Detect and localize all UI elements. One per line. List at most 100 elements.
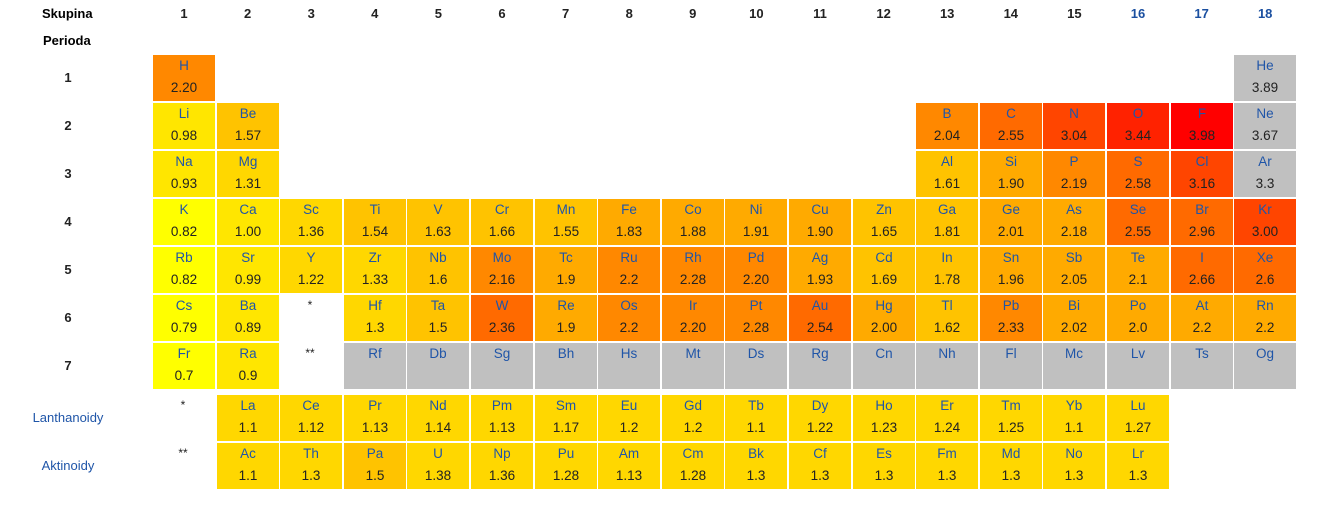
element-cell-tm[interactable]: Tm 1.25 <box>980 395 1042 441</box>
element-cell-og[interactable]: Og <box>1234 343 1296 389</box>
element-cell-th[interactable]: Th 1.3 <box>280 443 342 489</box>
element-cell-bh[interactable]: Bh <box>535 343 597 389</box>
element-cell-br[interactable]: Br 2.96 <box>1171 199 1233 245</box>
element-cell-k[interactable]: K 0.82 <box>153 199 215 245</box>
element-cell-w[interactable]: W 2.36 <box>471 295 533 341</box>
element-cell-ne[interactable]: Ne 3.67 <box>1234 103 1296 149</box>
element-cell-zr[interactable]: Zr 1.33 <box>344 247 406 293</box>
element-cell-ga[interactable]: Ga 1.81 <box>916 199 978 245</box>
element-cell-hg[interactable]: Hg 2.00 <box>853 295 915 341</box>
element-cell-n[interactable]: N 3.04 <box>1043 103 1105 149</box>
element-cell-tc[interactable]: Tc 1.9 <box>535 247 597 293</box>
element-cell-mn[interactable]: Mn 1.55 <box>535 199 597 245</box>
element-cell-lv[interactable]: Lv <box>1107 343 1169 389</box>
element-cell-rf[interactable]: Rf <box>344 343 406 389</box>
element-cell-y[interactable]: Y 1.22 <box>280 247 342 293</box>
element-cell-li[interactable]: Li 0.98 <box>153 103 215 149</box>
element-cell-tl[interactable]: Tl 1.62 <box>916 295 978 341</box>
element-cell-no[interactable]: No 1.3 <box>1043 443 1105 489</box>
element-cell-lr[interactable]: Lr 1.3 <box>1107 443 1169 489</box>
element-cell-ba[interactable]: Ba 0.89 <box>217 295 279 341</box>
element-cell-am[interactable]: Am 1.13 <box>598 443 660 489</box>
element-cell-ti[interactable]: Ti 1.54 <box>344 199 406 245</box>
element-cell-sm[interactable]: Sm 1.17 <box>535 395 597 441</box>
element-cell-la[interactable]: La 1.1 <box>217 395 279 441</box>
element-cell-dy[interactable]: Dy 1.22 <box>789 395 851 441</box>
element-cell-cd[interactable]: Cd 1.69 <box>853 247 915 293</box>
element-cell-eu[interactable]: Eu 1.2 <box>598 395 660 441</box>
element-cell-pu[interactable]: Pu 1.28 <box>535 443 597 489</box>
element-cell-at[interactable]: At 2.2 <box>1171 295 1233 341</box>
element-cell-ge[interactable]: Ge 2.01 <box>980 199 1042 245</box>
element-cell-md[interactable]: Md 1.3 <box>980 443 1042 489</box>
element-cell-mg[interactable]: Mg 1.31 <box>217 151 279 197</box>
element-cell-tb[interactable]: Tb 1.1 <box>725 395 787 441</box>
element-cell-u[interactable]: U 1.38 <box>407 443 469 489</box>
element-cell-fl[interactable]: Fl <box>980 343 1042 389</box>
element-cell-gd[interactable]: Gd 1.2 <box>662 395 724 441</box>
element-cell-ds[interactable]: Ds <box>725 343 787 389</box>
element-cell-np[interactable]: Np 1.36 <box>471 443 533 489</box>
element-cell-pt[interactable]: Pt 2.28 <box>725 295 787 341</box>
element-cell-yb[interactable]: Yb 1.1 <box>1043 395 1105 441</box>
element-cell-au[interactable]: Au 2.54 <box>789 295 851 341</box>
element-cell-ho[interactable]: Ho 1.23 <box>853 395 915 441</box>
element-cell-sr[interactable]: Sr 0.99 <box>217 247 279 293</box>
element-cell-ca[interactable]: Ca 1.00 <box>217 199 279 245</box>
element-cell-c[interactable]: C 2.55 <box>980 103 1042 149</box>
element-cell-pr[interactable]: Pr 1.13 <box>344 395 406 441</box>
element-cell-na[interactable]: Na 0.93 <box>153 151 215 197</box>
element-cell-f[interactable]: F 3.98 <box>1171 103 1233 149</box>
element-cell-bi[interactable]: Bi 2.02 <box>1043 295 1105 341</box>
element-cell-bk[interactable]: Bk 1.3 <box>725 443 787 489</box>
element-cell-pa[interactable]: Pa 1.5 <box>344 443 406 489</box>
element-cell-b[interactable]: B 2.04 <box>916 103 978 149</box>
element-cell-po[interactable]: Po 2.0 <box>1107 295 1169 341</box>
element-cell-nb[interactable]: Nb 1.6 <box>407 247 469 293</box>
element-cell-rg[interactable]: Rg <box>789 343 851 389</box>
element-cell-ts[interactable]: Ts <box>1171 343 1233 389</box>
element-cell-cs[interactable]: Cs 0.79 <box>153 295 215 341</box>
element-cell-os[interactable]: Os 2.2 <box>598 295 660 341</box>
element-cell-rh[interactable]: Rh 2.28 <box>662 247 724 293</box>
element-cell-cr[interactable]: Cr 1.66 <box>471 199 533 245</box>
element-cell-hs[interactable]: Hs <box>598 343 660 389</box>
element-cell-mo[interactable]: Mo 2.16 <box>471 247 533 293</box>
element-cell-zn[interactable]: Zn 1.65 <box>853 199 915 245</box>
element-cell-cf[interactable]: Cf 1.3 <box>789 443 851 489</box>
element-cell-v[interactable]: V 1.63 <box>407 199 469 245</box>
element-cell-cl[interactable]: Cl 3.16 <box>1171 151 1233 197</box>
element-cell-ta[interactable]: Ta 1.5 <box>407 295 469 341</box>
element-cell-db[interactable]: Db <box>407 343 469 389</box>
element-cell-lu[interactable]: Lu 1.27 <box>1107 395 1169 441</box>
element-cell-mt[interactable]: Mt <box>662 343 724 389</box>
element-cell-co[interactable]: Co 1.88 <box>662 199 724 245</box>
element-cell-nd[interactable]: Nd 1.14 <box>407 395 469 441</box>
element-cell-al[interactable]: Al 1.61 <box>916 151 978 197</box>
element-cell-se[interactable]: Se 2.55 <box>1107 199 1169 245</box>
element-cell-si[interactable]: Si 1.90 <box>980 151 1042 197</box>
element-cell-fe[interactable]: Fe 1.83 <box>598 199 660 245</box>
element-cell-pb[interactable]: Pb 2.33 <box>980 295 1042 341</box>
element-cell-ar[interactable]: Ar 3.3 <box>1234 151 1296 197</box>
element-cell-ni[interactable]: Ni 1.91 <box>725 199 787 245</box>
element-cell-be[interactable]: Be 1.57 <box>217 103 279 149</box>
element-cell-fr[interactable]: Fr 0.7 <box>153 343 215 389</box>
element-cell-sc[interactable]: Sc 1.36 <box>280 199 342 245</box>
element-cell-ra[interactable]: Ra 0.9 <box>217 343 279 389</box>
element-cell-i[interactable]: I 2.66 <box>1171 247 1233 293</box>
element-cell-kr[interactable]: Kr 3.00 <box>1234 199 1296 245</box>
element-cell-es[interactable]: Es 1.3 <box>853 443 915 489</box>
element-cell-ce[interactable]: Ce 1.12 <box>280 395 342 441</box>
element-cell-te[interactable]: Te 2.1 <box>1107 247 1169 293</box>
element-cell-in[interactable]: In 1.78 <box>916 247 978 293</box>
element-cell-hf[interactable]: Hf 1.3 <box>344 295 406 341</box>
element-cell-as[interactable]: As 2.18 <box>1043 199 1105 245</box>
element-cell-ru[interactable]: Ru 2.2 <box>598 247 660 293</box>
element-cell-nh[interactable]: Nh <box>916 343 978 389</box>
element-cell-re[interactable]: Re 1.9 <box>535 295 597 341</box>
element-cell-er[interactable]: Er 1.24 <box>916 395 978 441</box>
element-cell-p[interactable]: P 2.19 <box>1043 151 1105 197</box>
element-cell-he[interactable]: He 3.89 <box>1234 55 1296 101</box>
element-cell-cu[interactable]: Cu 1.90 <box>789 199 851 245</box>
